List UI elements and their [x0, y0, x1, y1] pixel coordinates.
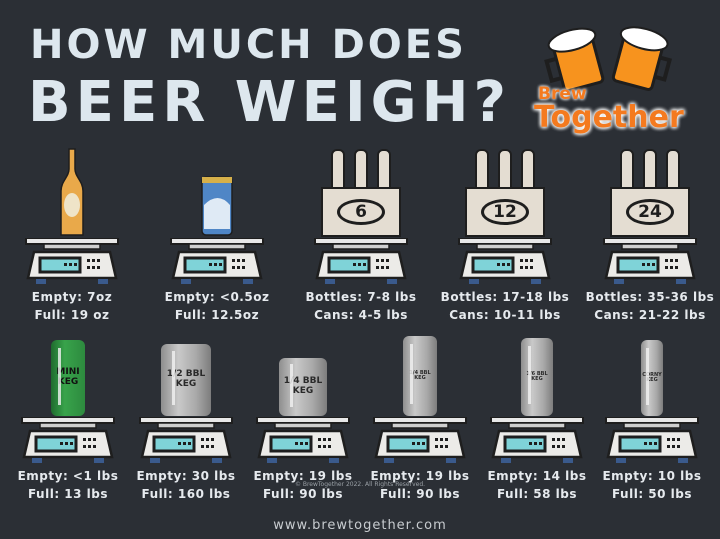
- mini-keg-icon: MINI KEG: [0, 333, 143, 416]
- weight-full: Full: 12.5oz: [174, 308, 260, 322]
- weight-full: Cans: 21-22 lbs: [594, 308, 706, 322]
- item-pack: 24 Bottles: 35-36 lbs Cans: 21-22 lbs: [575, 145, 720, 324]
- weight-empty: Empty: 30 lbs: [136, 469, 236, 483]
- weight-empty: Empty: 10 lbs: [602, 469, 702, 483]
- weight-empty: Empty: 14 lbs: [487, 469, 587, 483]
- pack-count: 24: [626, 199, 674, 225]
- weight-full: Full: 90 lbs: [379, 487, 461, 501]
- item-pack: 6 Bottles: 7-8 lbs Cans: 4-5 lbs: [286, 145, 436, 324]
- website-link[interactable]: www.brewtogether.com: [273, 518, 447, 533]
- item-bottle: Empty: 7oz Full: 19 oz: [0, 145, 147, 324]
- item-mini-keg: MINI KEG Empty: <1 lbs Full: 13 lbs: [0, 333, 143, 503]
- title-line-1: HOW MUCH DOES: [30, 22, 467, 68]
- weight-empty: Empty: 7oz: [31, 290, 113, 304]
- weight-empty: Empty: 19 lbs: [253, 469, 353, 483]
- logo-together: Together: [534, 100, 684, 135]
- item-keg: 1/6 BBL KEG Empty: 14 lbs Full: 58 lbs: [462, 333, 612, 503]
- scale-icon: [430, 238, 580, 288]
- weight-full: Full: 160 lbs: [141, 487, 231, 501]
- weight-full: Cans: 4-5 lbs: [314, 308, 408, 322]
- copyright: © BrewTogether 2022. All Rights Reserved…: [294, 481, 426, 488]
- keg-label: 1/4 BBL KEG: [283, 376, 323, 396]
- weight-empty: Empty: 19 lbs: [370, 469, 470, 483]
- keg-icon: CORNY KEG: [577, 333, 720, 416]
- keg-icon: 1/2 BBL KEG: [111, 333, 261, 416]
- keg-label: 1/4 BBL KEG: [409, 369, 431, 381]
- scale-icon: [462, 417, 612, 467]
- scale-icon: [286, 238, 436, 288]
- weight-empty: Bottles: 35-36 lbs: [585, 290, 715, 304]
- beer-mugs-icon: [544, 26, 673, 93]
- scale-icon: [228, 417, 378, 467]
- pack-icon: 6: [286, 145, 436, 237]
- title-line-2: BEER WEIGH?: [28, 70, 511, 135]
- keg-label: CORNY KEG: [642, 371, 662, 383]
- item-can: Empty: <0.5oz Full: 12.5oz: [142, 145, 292, 324]
- logo-brew: Brew: [538, 84, 587, 104]
- scale-icon: [0, 417, 143, 467]
- item-keg: CORNY KEG Empty: 10 lbs Full: 50 lbs: [577, 333, 720, 503]
- weight-empty: Bottles: 17-18 lbs: [440, 290, 570, 304]
- weight-full: Full: 50 lbs: [611, 487, 693, 501]
- pack-icon: 24: [575, 145, 720, 237]
- scale-icon: [575, 238, 720, 288]
- keg-icon: 1/6 BBL KEG: [462, 333, 612, 416]
- weight-full: Full: 90 lbs: [262, 487, 344, 501]
- weight-empty: Empty: <1 lbs: [17, 469, 119, 483]
- weight-full: Cans: 10-11 lbs: [449, 308, 561, 322]
- scale-icon: [0, 238, 147, 288]
- brewtogether-logo: Brew Together: [528, 22, 688, 137]
- pack-icon: 12: [430, 145, 580, 237]
- weight-full: Full: 13 lbs: [27, 487, 109, 501]
- pack-count: 6: [337, 199, 385, 225]
- scale-icon: [111, 417, 261, 467]
- item-keg: 1/4 BBL KEG Empty: 19 lbs Full: 90 lbs: [345, 333, 495, 503]
- bottle-icon: [0, 145, 147, 237]
- keg-icon: 1/4 BBL KEG: [228, 333, 378, 416]
- can-icon: [142, 145, 292, 237]
- scale-icon: [577, 417, 720, 467]
- keg-label: 1/6 BBL KEG: [526, 370, 548, 382]
- item-pack: 12 Bottles: 17-18 lbs Cans: 10-11 lbs: [430, 145, 580, 324]
- weight-full: Full: 58 lbs: [496, 487, 578, 501]
- scale-icon: [345, 417, 495, 467]
- weight-empty: Empty: <0.5oz: [164, 290, 270, 304]
- keg-label: 1/2 BBL KEG: [166, 369, 206, 389]
- weight-empty: Bottles: 7-8 lbs: [305, 290, 417, 304]
- item-keg: 1/2 BBL KEG Empty: 30 lbs Full: 160 lbs: [111, 333, 261, 503]
- keg-label: MINI KEG: [56, 367, 80, 387]
- scale-icon: [142, 238, 292, 288]
- keg-icon: 1/4 BBL KEG: [345, 333, 495, 416]
- pack-count: 12: [481, 199, 529, 225]
- item-keg: 1/4 BBL KEG Empty: 19 lbs Full: 90 lbs: [228, 333, 378, 503]
- weight-full: Full: 19 oz: [34, 308, 110, 322]
